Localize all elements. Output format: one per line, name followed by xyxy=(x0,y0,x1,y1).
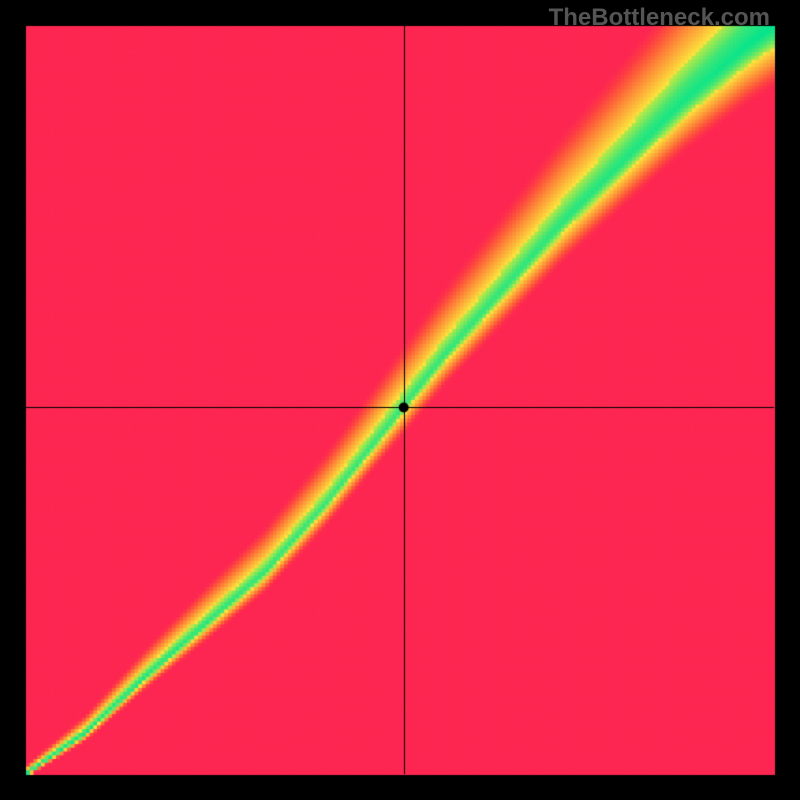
chart-container: TheBottleneck.com xyxy=(0,0,800,800)
heatmap-canvas xyxy=(0,0,800,800)
watermark-text: TheBottleneck.com xyxy=(549,4,770,32)
